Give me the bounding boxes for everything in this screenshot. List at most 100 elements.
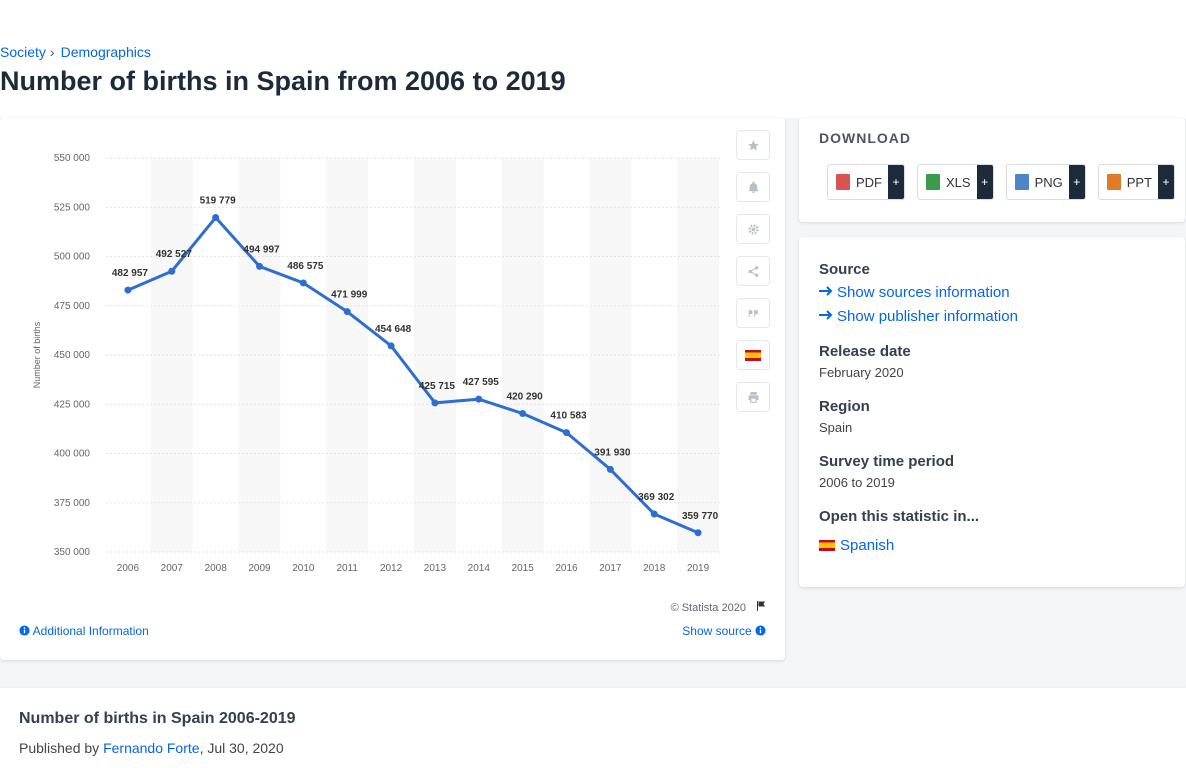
open-in-heading: Open this statistic in... — [819, 508, 980, 525]
data-label: 391 930 — [594, 447, 631, 458]
x-tick-label: 2016 — [555, 563, 578, 574]
spanish-version-button[interactable] — [736, 340, 770, 370]
y-tick-label: 400 000 — [54, 449, 91, 460]
x-tick-label: 2017 — [599, 563, 622, 574]
download-png-button[interactable]: PNG + — [1005, 164, 1086, 200]
print-icon — [748, 391, 758, 403]
pdf-plus: + — [888, 165, 904, 199]
data-point — [519, 410, 527, 418]
survey-period-value: 2006 to 2019 — [819, 475, 895, 490]
download-card: DOWNLOAD PDF + XLS + PNG + PPT + — [799, 118, 1185, 222]
print-button[interactable] — [736, 382, 770, 412]
notification-button[interactable] — [736, 172, 770, 202]
data-label: 454 648 — [375, 324, 412, 335]
info-icon — [755, 625, 766, 636]
breadcrumb-demographics[interactable]: Demographics — [60, 44, 151, 60]
survey-period-heading: Survey time period — [819, 453, 955, 470]
statistic-summary-card: Number of births in Spain 2006-2019 Publ… — [0, 688, 1186, 768]
quote-icon — [747, 309, 758, 317]
published-by: Published by Fernando Forte, Jul 30, 202… — [19, 740, 284, 756]
pdf-file-icon — [836, 174, 850, 190]
data-point — [431, 399, 439, 407]
gear-icon — [747, 223, 759, 235]
data-label: 369 302 — [638, 492, 675, 503]
data-point — [606, 465, 614, 473]
x-tick-label: 2008 — [205, 563, 228, 574]
download-ppt-button[interactable]: PPT + — [1097, 164, 1176, 200]
show-publisher-label: Show publisher information — [837, 308, 1018, 325]
series-line — [127, 216, 699, 535]
download-pdf-label: PDF — [856, 174, 882, 190]
y-tick-label: 450 000 — [54, 350, 91, 361]
download-png-label: PNG — [1034, 174, 1063, 190]
y-tick-label: 550 000 — [54, 153, 91, 164]
ppt-file-icon — [1106, 174, 1121, 190]
chart-card: 350 000 375 000 400 000 425 000 450 000 475 0… — [0, 118, 785, 660]
share-button[interactable] — [736, 256, 770, 286]
credit-text: © Statista 2020 — [670, 602, 746, 614]
open-in-spanish-label: Spanish — [840, 537, 895, 554]
download-xls-button[interactable]: XLS + — [917, 164, 994, 200]
download-xls-label: XLS — [946, 174, 971, 190]
region-heading: Region — [819, 398, 870, 415]
ppt-plus: + — [1158, 165, 1175, 199]
y-tick-label: 350 000 — [54, 547, 91, 558]
data-point — [650, 510, 658, 518]
x-tick-label: 2009 — [248, 563, 271, 574]
favorite-button[interactable] — [736, 130, 770, 160]
cite-button[interactable] — [736, 298, 770, 328]
page-title: Number of births in Spain from 2006 to 2… — [0, 66, 566, 96]
chart: 350 000 375 000 400 000 425 000 450 000 475 0… — [32, 153, 720, 574]
data-label: 427 595 — [463, 377, 500, 388]
author-link[interactable]: Fernando Forte — [103, 740, 200, 756]
data-label: 359 770 — [682, 511, 719, 522]
spain-flag-icon — [819, 540, 835, 551]
show-sources-link[interactable]: Show sources information — [819, 284, 1010, 301]
png-file-icon — [1014, 174, 1029, 190]
release-date-heading: Release date — [819, 343, 911, 360]
x-tick-label: 2007 — [161, 563, 184, 574]
data-label: 519 779 — [200, 196, 237, 207]
breadcrumb: Society › Demographics — [0, 44, 151, 60]
breadcrumb-society[interactable]: Society — [0, 44, 46, 60]
show-source-link[interactable]: Show source — [682, 624, 766, 638]
settings-button[interactable] — [736, 214, 770, 244]
data-point — [256, 262, 263, 270]
statistic-title: Number of births in Spain 2006-2019 — [19, 710, 296, 727]
data-label: 425 715 — [419, 381, 456, 392]
published-by-label: Published by — [19, 740, 100, 756]
y-tick-label: 525 000 — [54, 202, 91, 213]
data-point — [299, 279, 307, 287]
x-tick-label: 2006 — [117, 563, 140, 574]
y-tick-label: 425 000 — [54, 399, 91, 410]
data-point — [212, 214, 220, 222]
data-label: 494 997 — [243, 244, 280, 255]
x-tick-label: 2013 — [424, 563, 447, 574]
chart-toolbar — [736, 130, 772, 424]
additional-information-label: Additional Information — [32, 624, 149, 638]
additional-information-link[interactable]: Additional Information — [19, 624, 149, 638]
region-value: Spain — [819, 420, 853, 435]
release-date-value: February 2020 — [819, 365, 904, 380]
open-in-spanish-link[interactable]: Spanish — [819, 537, 894, 554]
data-point — [694, 529, 702, 537]
flag-icon — [757, 601, 765, 611]
xls-plus: + — [976, 165, 993, 199]
bell-icon — [748, 181, 758, 193]
download-pdf-button[interactable]: PDF + — [827, 164, 905, 200]
arrow-right-icon — [819, 286, 833, 296]
show-publisher-link[interactable]: Show publisher information — [819, 308, 1018, 325]
data-label: 492 527 — [156, 249, 193, 260]
x-tick-label: 2018 — [643, 563, 666, 574]
x-tick-label: 2019 — [687, 563, 710, 574]
publish-date: , Jul 30, 2020 — [199, 740, 284, 756]
download-ppt-label: PPT — [1126, 174, 1153, 190]
data-label: 471 999 — [331, 290, 368, 301]
x-tick-label: 2014 — [468, 563, 491, 574]
y-tick-label: 375 000 — [54, 498, 91, 509]
show-source-label: Show source — [682, 624, 752, 638]
star-icon — [747, 139, 759, 150]
breadcrumb-separator: › — [49, 44, 55, 60]
show-sources-label: Show sources information — [837, 284, 1010, 301]
statista-credit: © Statista 2020 — [671, 600, 767, 614]
